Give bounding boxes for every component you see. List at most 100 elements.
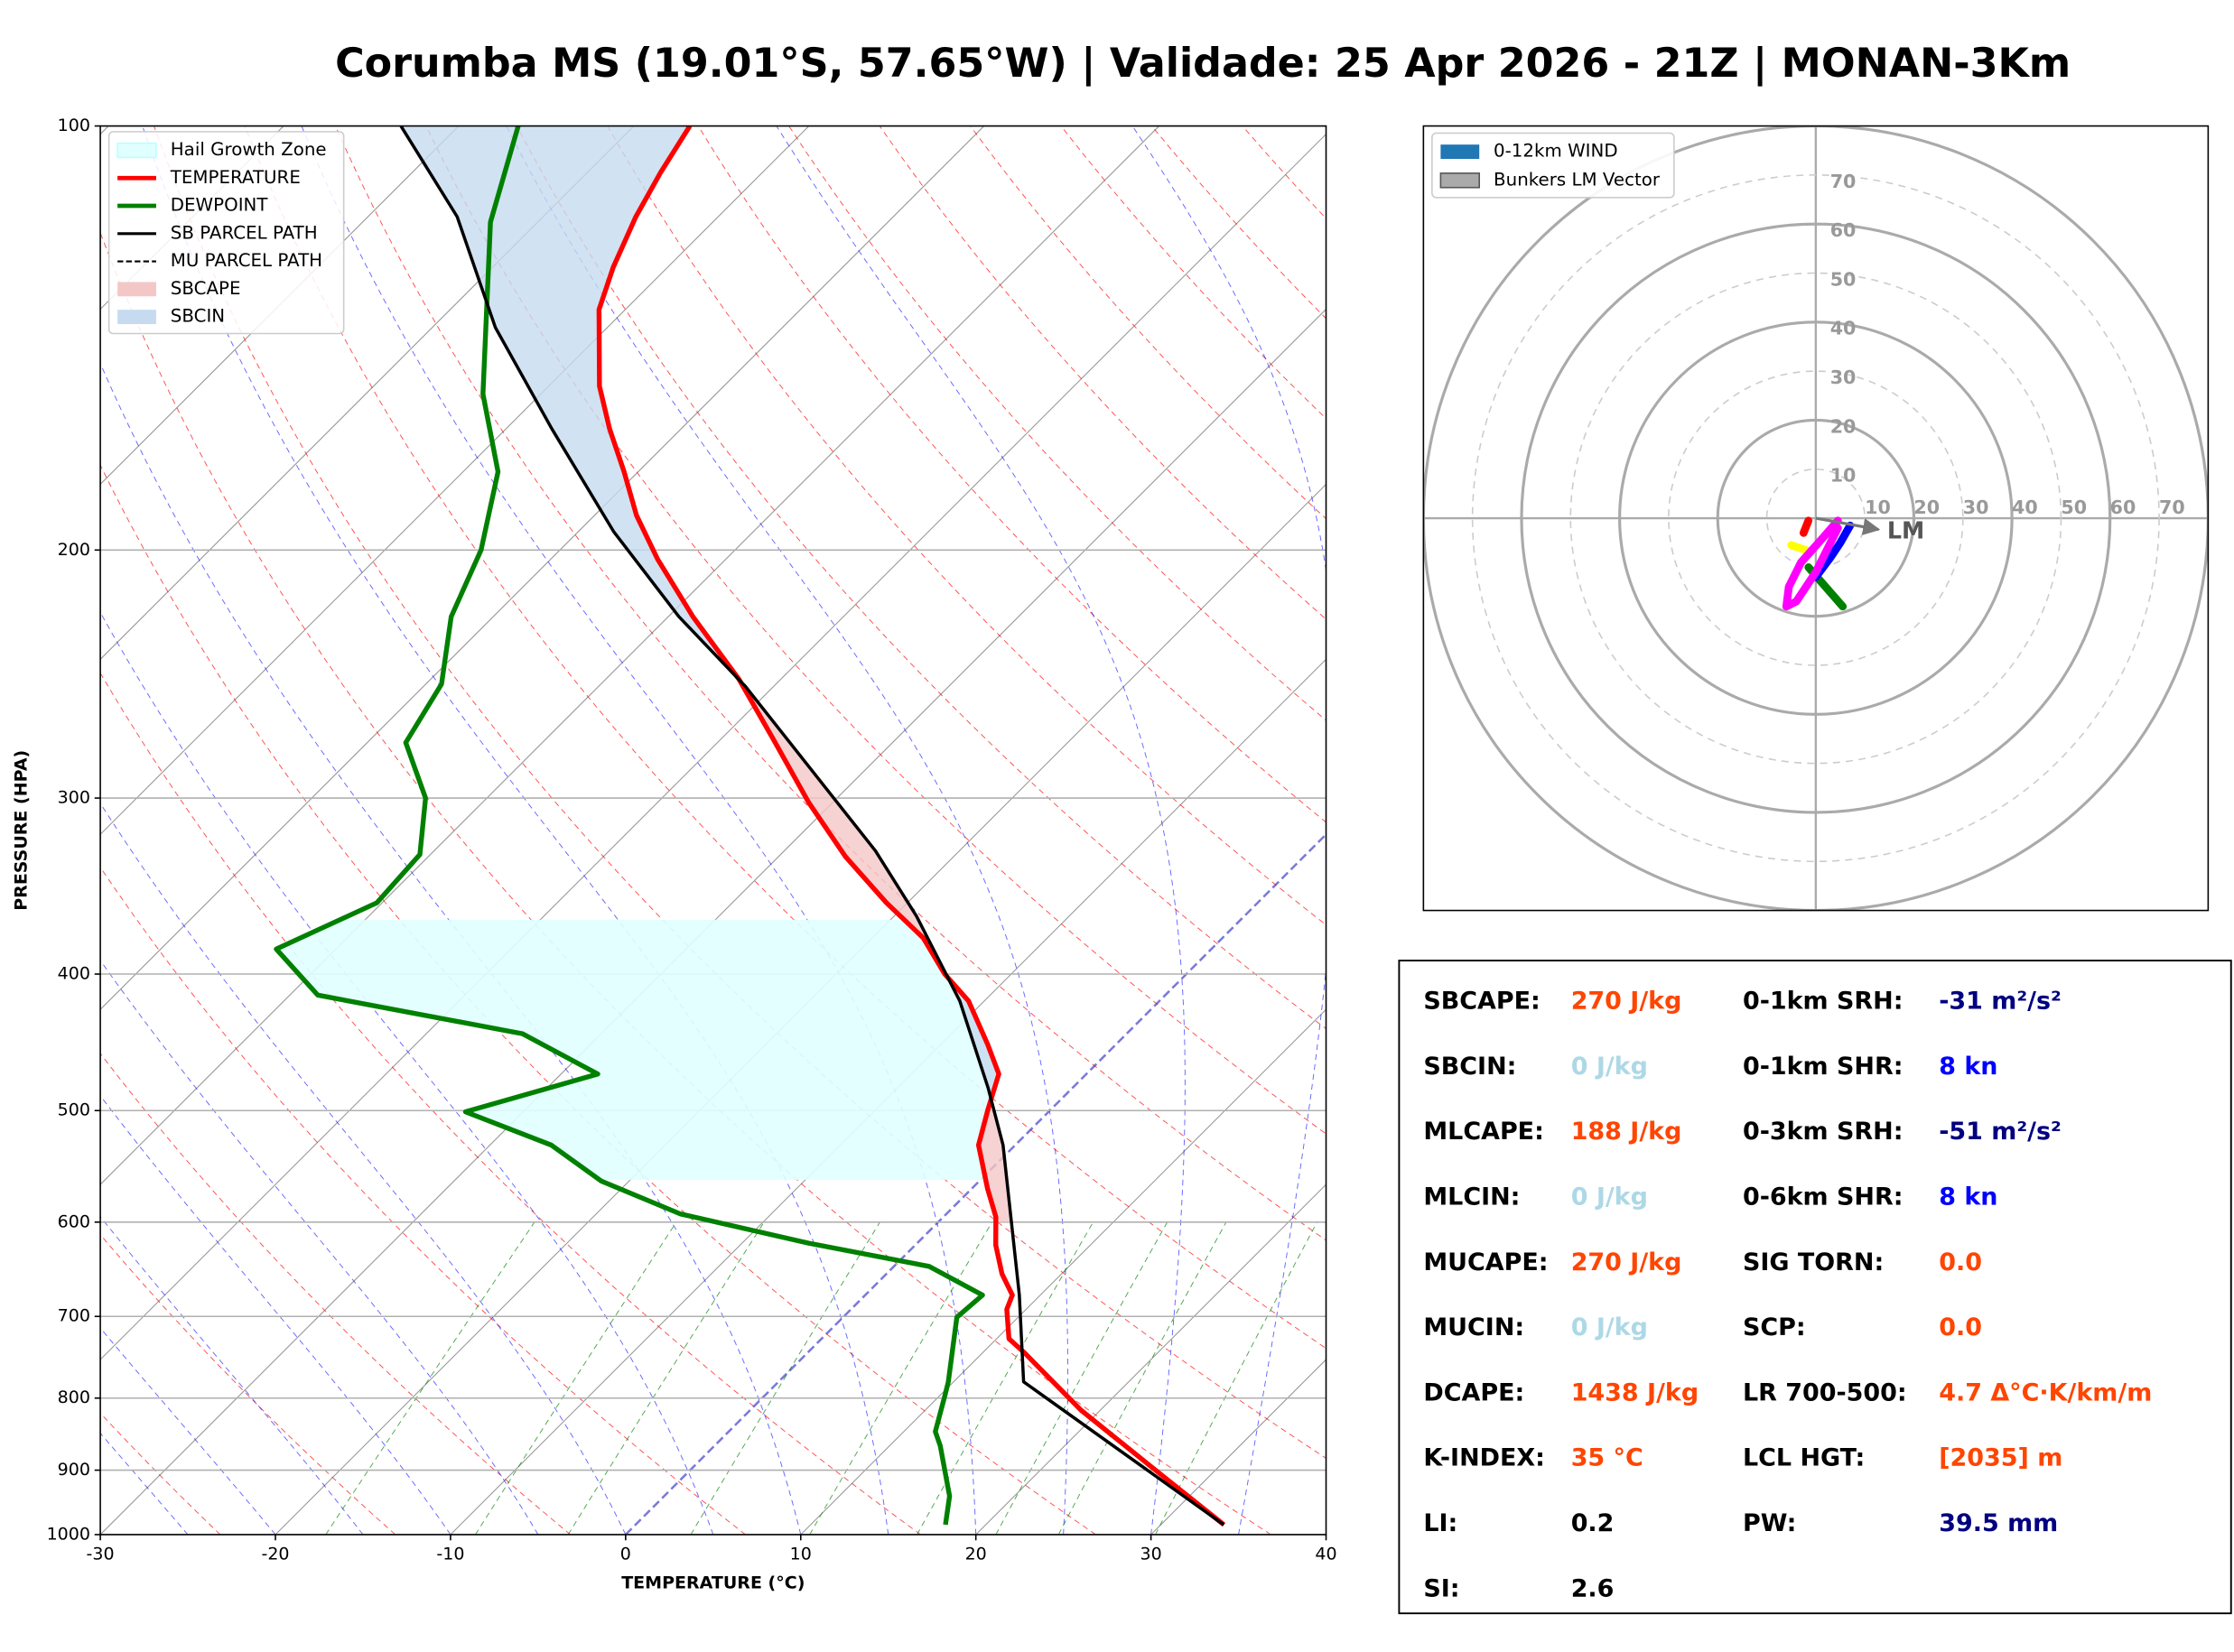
hodo-trace	[1782, 516, 1842, 611]
isotherm	[100, 308, 1326, 1535]
stat-label: SBCIN:	[1423, 1053, 1516, 1081]
hodo-legend-swatch	[1440, 144, 1480, 160]
isotherm	[100, 125, 985, 1010]
plot-frame	[99, 125, 1327, 1536]
legend-label: Hail Growth Zone	[171, 139, 327, 160]
x-tick-label: 10	[790, 1545, 812, 1564]
hodo-ring-label: 40	[1830, 318, 1857, 339]
skewt-plot	[100, 125, 1326, 1535]
stat-label: 0-1km SRH:	[1743, 988, 1903, 1016]
x-tick-label: -30	[87, 1545, 115, 1564]
legend-label: SBCAPE	[171, 278, 241, 299]
dry-adiabat	[100, 231, 1271, 1535]
mixing-ratio-line	[325, 1221, 535, 1535]
moist-adiabat	[506, 125, 1068, 1535]
legend-label: SB PARCEL PATH	[171, 222, 318, 243]
stat-value: 270 J/kg	[1571, 1248, 1682, 1276]
stat-label: PW:	[1743, 1509, 1796, 1537]
profile-line	[400, 125, 1224, 1526]
hodo-trace	[1787, 541, 1810, 554]
stat-value: 0 J/kg	[1571, 1183, 1648, 1211]
stat-label: 0-3km SRH:	[1743, 1118, 1903, 1146]
isotherm	[450, 658, 1326, 1535]
dry-adiabat	[244, 125, 1326, 1350]
moist-adiabat	[100, 1327, 276, 1535]
moist-adiabat	[100, 1095, 451, 1535]
stat-label: LCL HGT:	[1743, 1444, 1865, 1472]
stat-label: 0-6km SHR:	[1743, 1183, 1903, 1211]
x-tick-label: 0	[620, 1545, 631, 1564]
hodo-ring	[1716, 418, 1916, 618]
dry-adiabat	[516, 125, 1326, 1030]
moist-adiabat	[100, 803, 627, 1535]
x-tick-label: 40	[1315, 1545, 1336, 1564]
hodo-frame	[1422, 125, 2210, 912]
hodo-ring-label: 10	[1865, 497, 1891, 518]
mixing-ratio-line	[1057, 1221, 1227, 1535]
legend-swatch	[116, 142, 157, 159]
mixing-ratio-line	[475, 1221, 677, 1535]
dry-adiabat	[100, 464, 1096, 1535]
y-tick-label: 300	[58, 788, 90, 808]
stat-value: 8 kn	[1939, 1183, 1997, 1211]
stat-label: MUCIN:	[1423, 1313, 1524, 1341]
isotherm	[800, 1008, 1326, 1535]
y-tick-label: 900	[58, 1460, 90, 1480]
sbcin-area	[400, 125, 740, 680]
y-tick-label: 600	[58, 1211, 90, 1231]
stat-value: 0 J/kg	[1571, 1053, 1648, 1081]
stat-value: 39.5 mm	[1939, 1509, 2058, 1537]
y-tick-label: 500	[58, 1100, 90, 1120]
moist-adiabat	[776, 125, 1186, 1535]
moist-adiabat	[100, 611, 714, 1535]
x-axis-label: TEMPERATURE (°C)	[621, 1573, 805, 1592]
hodo-ring	[1668, 370, 1964, 666]
stat-label: SBCAPE:	[1423, 988, 1540, 1016]
isotherm	[975, 1183, 1326, 1535]
stat-label: LR 700-500:	[1743, 1378, 1907, 1406]
dry-adiabat	[100, 672, 921, 1535]
stat-label: MLCAPE:	[1423, 1118, 1544, 1146]
legend-box	[107, 131, 345, 335]
isotherm	[100, 133, 1326, 1360]
mixing-ratio-line	[995, 1221, 1168, 1535]
stat-label: LI:	[1423, 1509, 1457, 1537]
stat-value: 35 °C	[1571, 1444, 1643, 1472]
stat-value: 188 J/kg	[1571, 1118, 1682, 1146]
stat-value: 0.0	[1939, 1313, 1982, 1341]
hodo-legend-label: Bunkers LM Vector	[1494, 169, 1661, 190]
x-tick-label: 30	[1140, 1545, 1162, 1564]
y-tick-label: 200	[58, 540, 90, 560]
x-tick-label: -10	[436, 1545, 464, 1564]
hodo-ring-label: 50	[1830, 268, 1857, 290]
legend-swatch	[117, 282, 156, 297]
x-tick-label: -20	[261, 1545, 289, 1564]
hodo-ring	[1765, 468, 1866, 569]
mixing-ratio-line	[809, 1221, 993, 1535]
profile-line	[274, 125, 985, 1526]
hodo-trace	[1799, 516, 1813, 537]
dry-adiabat	[100, 866, 746, 1535]
stat-value: 4.7 Δ°C·K/km/m	[1939, 1378, 2152, 1406]
hodo-ring-label: 10	[1830, 465, 1857, 487]
y-tick-label: 1000	[47, 1524, 90, 1544]
hodo-ring-label: 30	[1963, 497, 1989, 518]
chart-title: Corumba MS (19.01°S, 57.65°W) | Validade…	[335, 41, 2071, 87]
hodo-trace	[1811, 521, 1855, 581]
dry-adiabat	[607, 125, 1326, 926]
legend-swatch	[117, 310, 156, 325]
dry-adiabat	[154, 125, 1326, 1459]
mixing-ratio-line	[917, 1221, 1094, 1535]
profile-line	[596, 125, 1226, 1527]
hodo-ring-label: 40	[2012, 497, 2038, 518]
isotherm	[100, 125, 635, 661]
hodo-legend-swatch	[1439, 172, 1480, 189]
hodo-ring-label: 60	[2110, 497, 2136, 518]
hodo-ring-label: 20	[1913, 497, 1940, 518]
mixing-ratio-line	[567, 1221, 765, 1535]
hodo-ring-label: 70	[2159, 497, 2185, 518]
hodo-legend-label: 0-12km WIND	[1494, 141, 1618, 162]
sbcape-area	[740, 682, 948, 978]
stat-label: SCP:	[1743, 1313, 1806, 1341]
